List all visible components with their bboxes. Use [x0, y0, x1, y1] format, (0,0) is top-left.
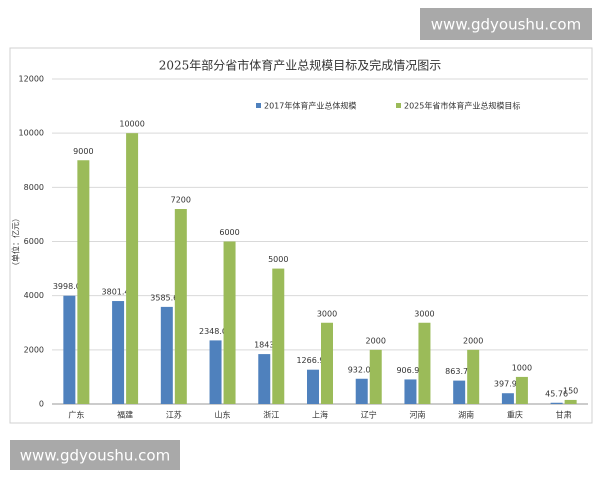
- bar: [418, 322, 431, 404]
- bar: [564, 399, 577, 404]
- legend-label: 2025年省市体育产业总规模目标: [404, 101, 520, 111]
- bar: [369, 349, 382, 404]
- legend-swatch: [256, 103, 261, 108]
- x-tick-label: 辽宁: [361, 410, 377, 420]
- legend-swatch: [396, 103, 401, 108]
- chart-frame: [9, 47, 593, 424]
- watermark: www.gdyoushu.com: [20, 447, 170, 465]
- value-label: 2348.01: [199, 327, 232, 336]
- x-tick-label: 山东: [215, 410, 231, 420]
- bar: [126, 133, 139, 404]
- bar: [550, 402, 563, 404]
- bar: [404, 379, 417, 404]
- value-label: 932.09: [348, 365, 376, 374]
- y-tick-label: 4000: [24, 291, 44, 300]
- value-label: 906.99: [396, 366, 424, 375]
- watermark-box: [420, 8, 592, 40]
- bar: [321, 322, 333, 404]
- x-tick-label: 上海: [312, 410, 328, 420]
- bar: [209, 340, 222, 404]
- x-tick-label: 广东: [68, 410, 84, 420]
- value-label: 10000: [119, 120, 144, 129]
- value-label: 1843: [254, 341, 274, 350]
- bar: [272, 268, 285, 404]
- y-tick-label: 0: [39, 400, 44, 409]
- watermark: www.gdyoushu.com: [431, 16, 581, 34]
- y-tick-label: 2000: [24, 345, 44, 354]
- value-label: 3585.64: [150, 293, 183, 302]
- value-label: 1266.93: [296, 356, 329, 365]
- value-label: 863.74: [445, 367, 473, 376]
- x-tick-label: 重庆: [507, 410, 523, 420]
- x-tick-label: 福建: [117, 410, 133, 420]
- bar: [77, 160, 90, 404]
- value-label: 3000: [414, 309, 434, 318]
- value-label: 9000: [73, 147, 93, 156]
- bar: [174, 209, 187, 404]
- value-label: 6000: [219, 228, 239, 237]
- y-axis-label: （单位：亿元）: [11, 214, 21, 270]
- x-tick-label: 甘肃: [556, 410, 572, 420]
- bar: [467, 349, 480, 404]
- bar: [223, 241, 236, 404]
- bar: [515, 376, 528, 404]
- value-label: 150: [563, 386, 578, 395]
- bar: [63, 295, 76, 404]
- bar: [258, 354, 271, 404]
- y-tick-label: 8000: [24, 183, 44, 192]
- x-tick-label: 江苏: [166, 410, 182, 420]
- value-label: 7200: [171, 196, 191, 205]
- y-tick-label: 12000: [19, 75, 44, 84]
- bar: [453, 380, 466, 404]
- bar: [355, 378, 368, 404]
- value-label: 3000: [317, 309, 337, 318]
- x-tick-label: 河南: [409, 410, 425, 420]
- value-label: 2000: [366, 336, 386, 345]
- y-tick-label: 6000: [24, 237, 44, 246]
- bar: [307, 369, 319, 404]
- value-label: 397.91: [494, 380, 522, 389]
- value-label: 5000: [268, 255, 288, 264]
- value-label: 3801.41: [102, 288, 135, 297]
- bar: [501, 393, 514, 404]
- legend-label: 2017年体育产业总体规模: [264, 101, 356, 111]
- x-tick-label: 湖南: [458, 410, 474, 420]
- x-tick-label: 浙江: [263, 410, 279, 420]
- value-label: 2000: [463, 336, 483, 345]
- watermark-box: [10, 440, 180, 470]
- value-label: 45.76: [545, 389, 568, 398]
- value-label: 1000: [512, 363, 532, 372]
- bar: [160, 306, 173, 404]
- bar: [112, 301, 125, 404]
- y-tick-label: 10000: [19, 129, 44, 138]
- chart-title: 2025年部分省市体育产业总规模目标及完成情况图示: [159, 58, 442, 73]
- value-label: 3998.03: [53, 282, 86, 291]
